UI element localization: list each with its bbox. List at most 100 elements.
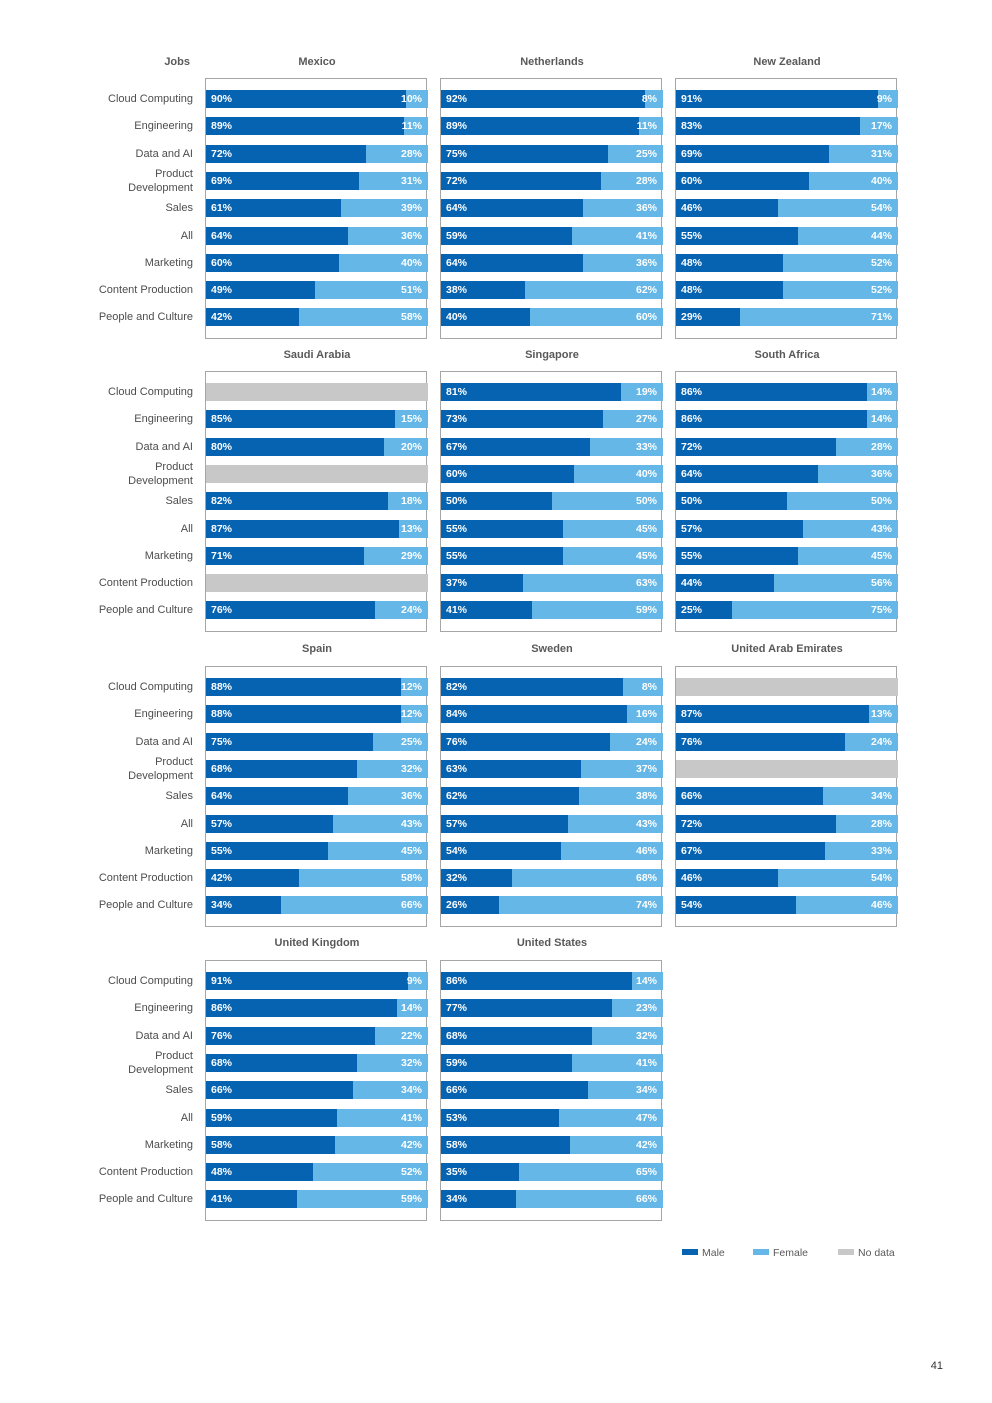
bar-male-label: 60% (446, 467, 468, 480)
bar-row: 57% 43% (676, 519, 898, 538)
bar-female-label: 65% (635, 1166, 657, 1179)
bar-row: 50% 50% (441, 492, 663, 511)
job-label: Product Development (60, 460, 193, 488)
bar-male: 67% (676, 841, 825, 860)
bar-male: 61% (206, 199, 342, 218)
bar-male-label: 60% (211, 256, 233, 269)
bar-male: 60% (676, 171, 810, 190)
job-label-line: Marketing (144, 1138, 193, 1151)
legend-label-male: Male (702, 1247, 725, 1259)
bar-male-label: 81% (446, 386, 468, 398)
bar-male: 82% (206, 492, 389, 511)
bar-male-label: 77% (446, 1002, 468, 1015)
bar-row (206, 574, 428, 593)
job-label-line: Cloud Computing (108, 681, 193, 693)
bar-female: 50% (787, 492, 898, 511)
legend-label-female: Female (773, 1247, 809, 1259)
bar-male-label: 91% (211, 975, 233, 987)
job-label-line: Marketing (144, 844, 193, 857)
bar-female: 45% (328, 841, 428, 860)
bar-male-label: 50% (681, 495, 703, 508)
bar-male-label: 90% (211, 93, 233, 105)
bar-male: 89% (441, 117, 639, 136)
bar-female: 24% (844, 732, 898, 751)
bar-male-label: 66% (681, 790, 703, 803)
bar-male: 34% (441, 1190, 517, 1209)
job-label-line: Content Production (98, 577, 193, 590)
bar-row (206, 464, 428, 483)
bar-female-label: 75% (870, 604, 892, 617)
bar-female-label: 28% (870, 440, 892, 453)
job-label: People and Culture (60, 310, 193, 324)
job-label-line: Data and AI (135, 440, 194, 453)
bar-female-label: 14% (400, 1002, 422, 1015)
bar-female-label: 74% (635, 899, 657, 912)
bar-female: 56% (773, 574, 898, 593)
bar-female-label: 33% (870, 844, 892, 857)
bar-row: 66% 34% (441, 1081, 663, 1100)
bar-male: 57% (676, 519, 803, 538)
bar-male-label: 26% (446, 899, 468, 912)
bar-female-label: 54% (870, 872, 892, 885)
bar-row: 82% 8% (441, 678, 663, 696)
bar-row: 53% 47% (441, 1108, 663, 1127)
bar-row: 49% 51% (206, 281, 428, 300)
bar-female-label: 11% (401, 120, 422, 133)
bar-row: 68% 32% (206, 759, 428, 778)
bar-male: 66% (676, 787, 823, 806)
panel-title: Sweden (531, 643, 573, 655)
bar-male: 42% (206, 308, 300, 327)
bar-male-label: 35% (446, 1166, 468, 1179)
bar-male-label: 64% (681, 467, 703, 480)
bar-row: 89% 11% (441, 117, 663, 136)
bar-female: 52% (782, 253, 898, 272)
bar-female: 28% (835, 437, 898, 456)
bar-female: 9% (407, 972, 428, 990)
bar-nodata (206, 383, 428, 401)
bar-female-label: 16% (635, 708, 657, 721)
bar-female-label: 32% (400, 1056, 422, 1069)
bar-male-label: 69% (681, 147, 703, 160)
job-label-line: Product (155, 460, 193, 473)
bar-female-label: 34% (635, 1084, 657, 1097)
bar-male-label: 32% (446, 872, 468, 885)
bar-female: 43% (332, 814, 428, 833)
bar-male: 50% (441, 492, 552, 511)
bar-female-label: 43% (870, 522, 892, 535)
bar-male: 86% (441, 972, 632, 990)
job-label-line: Product (155, 1049, 193, 1062)
bar-male-label: 86% (446, 975, 468, 987)
bar-female-label: 36% (400, 790, 422, 803)
bar-male-label: 64% (446, 256, 468, 269)
bar-male: 80% (206, 437, 384, 456)
job-label: Data and AI (60, 440, 194, 454)
bar-male-label: 61% (211, 202, 233, 215)
bar-female: 32% (356, 759, 428, 778)
job-label-line: Engineering (134, 708, 193, 721)
bar-row: 41% 59% (441, 601, 663, 620)
bar-row: 50% 50% (676, 492, 898, 511)
bar-female-label: 11% (636, 120, 657, 133)
bar-row: 87% 13% (676, 705, 898, 724)
bar-male-label: 68% (211, 1056, 233, 1069)
bar-row: 82% 18% (206, 492, 428, 511)
bar-male-label: 72% (446, 174, 468, 187)
job-label-line: Sales (165, 1084, 193, 1097)
bar-female-label: 45% (635, 549, 657, 562)
bar-row: 48% 52% (206, 1163, 428, 1182)
bar-row: 54% 46% (441, 841, 663, 860)
bar-male: 57% (441, 814, 568, 833)
bar-female-label: 8% (641, 681, 657, 693)
bar-male-label: 88% (211, 681, 233, 693)
job-label: Sales (60, 1083, 193, 1097)
bar-male: 57% (206, 814, 333, 833)
bar-row: 60% 40% (206, 253, 428, 272)
bar-male: 55% (206, 841, 329, 860)
bar-male: 26% (441, 896, 499, 915)
bar-row: 57% 43% (206, 814, 428, 833)
bar-female-label: 22% (400, 1029, 422, 1042)
bar-row: 75% 25% (441, 144, 663, 163)
bar-female: 14% (396, 999, 428, 1018)
bar-female: 58% (299, 869, 428, 888)
bar-male-label: 41% (446, 604, 468, 617)
